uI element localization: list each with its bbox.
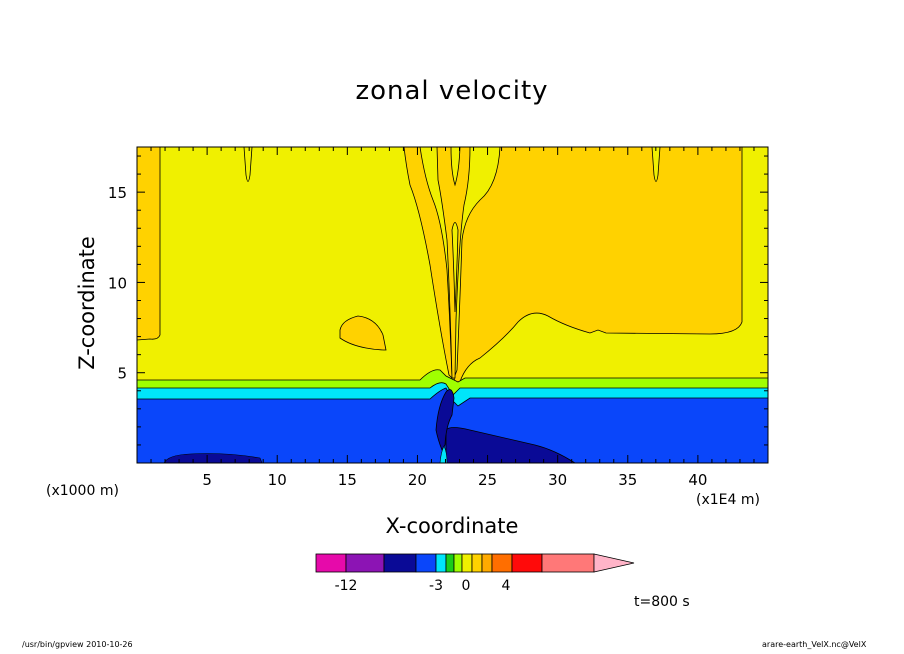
colorbar-cell xyxy=(461,553,473,573)
colorbar-cell xyxy=(491,553,513,573)
colorbar-cell xyxy=(345,553,385,573)
colorbar-cell xyxy=(481,553,493,573)
region-core-left xyxy=(163,453,263,463)
colorbar-extend xyxy=(593,553,635,573)
y-tick-label: 10 xyxy=(108,274,127,292)
region-core-center xyxy=(435,389,455,451)
colorbar-cell xyxy=(541,553,595,573)
x-tick-label: 35 xyxy=(618,471,637,489)
x-tick-label: 20 xyxy=(408,471,427,489)
chart-title: zonal velocity xyxy=(355,76,549,106)
colorbar-cell xyxy=(383,553,417,573)
region-plume-left xyxy=(403,147,453,380)
x-tick-label: 10 xyxy=(268,471,287,489)
colorbar-cell xyxy=(511,553,543,573)
region-core-right xyxy=(445,427,576,463)
y-tick-label: 5 xyxy=(117,365,127,383)
footer-left: /usr/bin/gpview 2010-10-26 xyxy=(22,640,133,649)
colorbar-tick-label: 0 xyxy=(462,578,471,594)
region-spike-x8 xyxy=(243,147,253,182)
region-band-blue xyxy=(137,387,768,463)
region-blob xyxy=(339,315,387,351)
region-upper-right xyxy=(453,147,743,393)
region-left-edge xyxy=(137,147,161,341)
footer-right: arare-earth_VelX.nc@VelX xyxy=(762,640,867,649)
colorbar-tick-label: -12 xyxy=(335,578,358,594)
colorbar-tick-label: 4 xyxy=(502,578,511,594)
y-axis-label: Z-coordinate xyxy=(75,236,99,370)
region-cyan-foot xyxy=(439,445,448,463)
region-spike-lower xyxy=(451,222,459,313)
x-tick-label: 15 xyxy=(338,471,357,489)
colorbar-cell xyxy=(435,553,447,573)
x-tick-label: 5 xyxy=(202,471,212,489)
colorbar-tick-label: -3 xyxy=(429,578,443,594)
colorbar-cell xyxy=(415,553,437,573)
plot-frame xyxy=(136,146,769,464)
colorbar-cell xyxy=(445,553,455,573)
colorbar-cell xyxy=(315,553,347,573)
x-unit-note: (x1000 m) xyxy=(46,483,119,499)
colorbar-cell xyxy=(453,553,463,573)
x-tick-label: 30 xyxy=(548,471,567,489)
y-tick-label: 15 xyxy=(108,184,127,202)
x-scale-note: (x1E4 m) xyxy=(696,492,760,508)
x-axis-label: X-coordinate xyxy=(385,514,519,538)
x-tick-label: 25 xyxy=(478,471,497,489)
region-spike-x37 xyxy=(651,147,661,182)
time-label: t=800 s xyxy=(634,594,690,610)
x-tick-label: 40 xyxy=(688,471,707,489)
region-spike-center xyxy=(450,147,461,187)
colorbar-cell xyxy=(471,553,483,573)
